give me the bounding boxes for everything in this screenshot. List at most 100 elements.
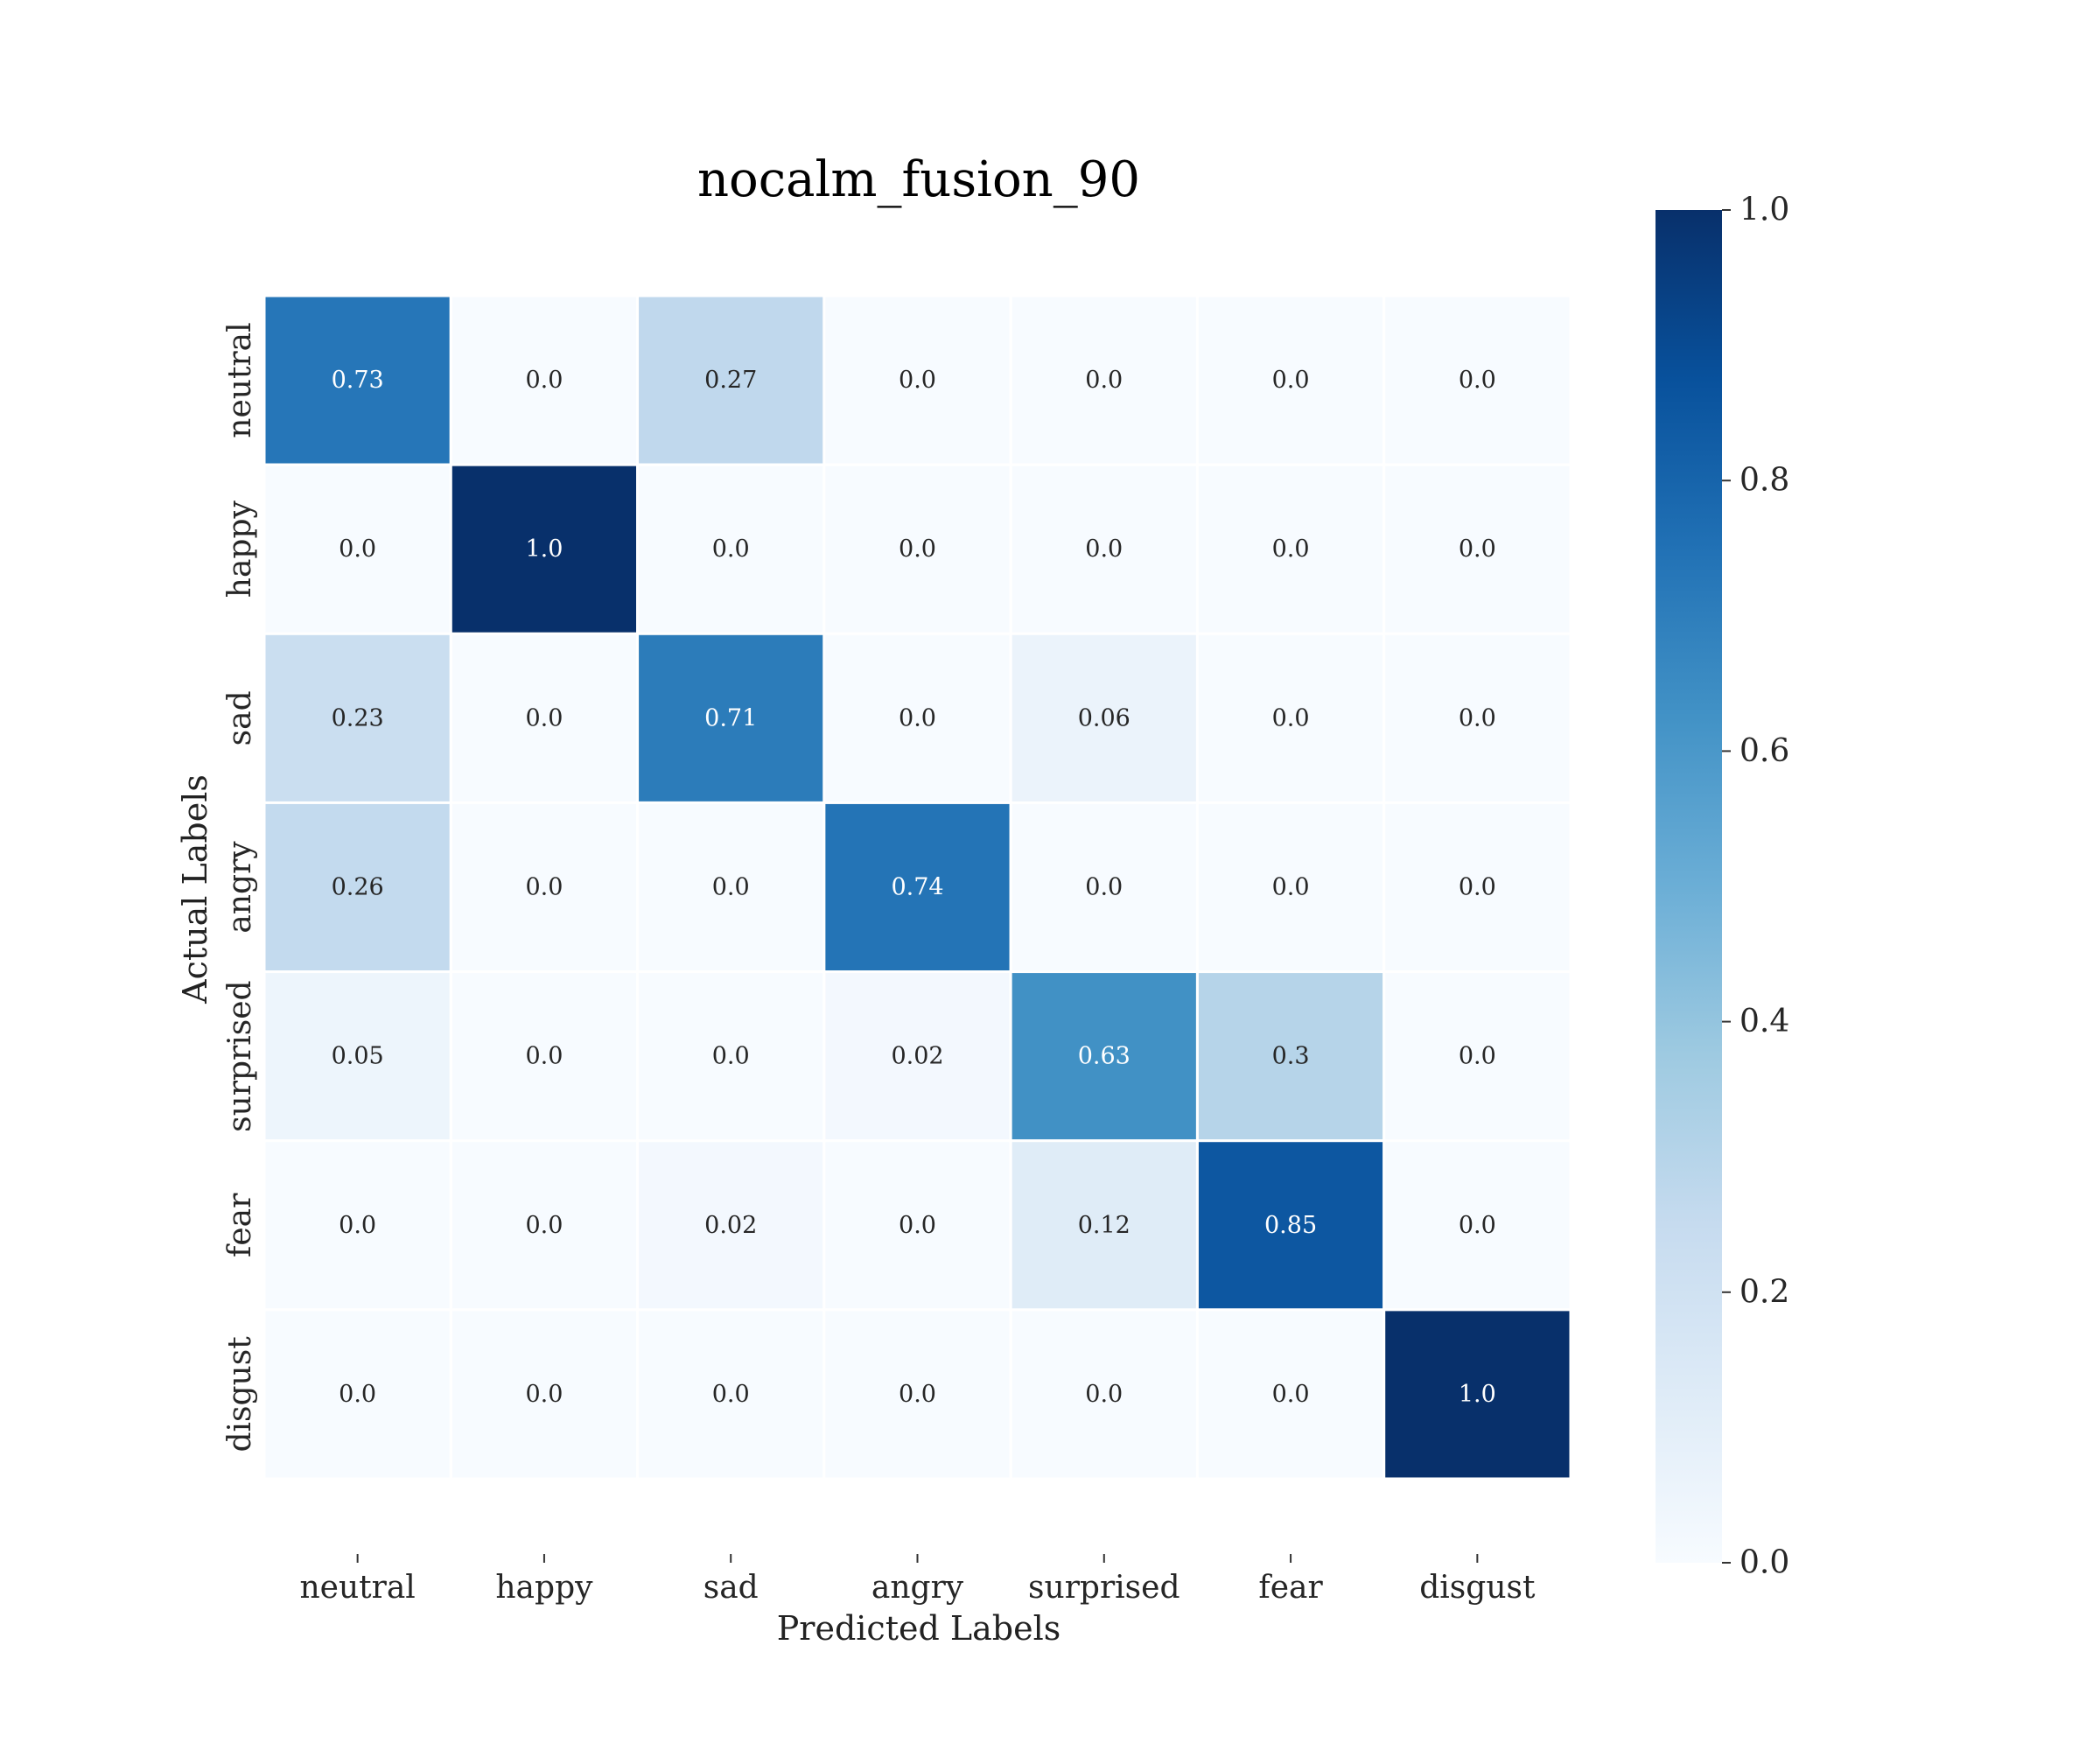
heatmap-cell [636,294,826,466]
heatmap-cell [636,1308,826,1480]
cell-value-label: 0.0 [1272,1381,1310,1408]
cell-value-label: 0.0 [525,874,563,901]
cell-value-label: 0.0 [1459,367,1496,394]
colorbar-tick-label: 0.0 [1740,1545,1789,1581]
chart-title: nocalm_fusion_90 [697,151,1140,208]
colorbar: 0.0 0.2 0.4 0.6 0.8 1.0 [1656,192,1789,1581]
x-tick-label: neutral [299,1570,415,1606]
heatmap-cell-labels: 0.73 0.0 0.27 0.0 0.0 0.0 0.0 0.0 1.0 0.0 0.0 0.0 0.… [332,367,1496,1408]
colorbar-tick-label: 0.2 [1740,1274,1789,1310]
x-tick-label: happy [495,1570,593,1606]
heatmap-cell [1382,1308,1572,1480]
heatmap-cell [822,1308,1012,1480]
x-axis-ticks: neutral happy sad angry surprised fear disgust [299,1554,1536,1606]
heatmap-cell [822,294,1012,466]
colorbar-tick-label: 0.8 [1740,463,1789,499]
heatmap-cell [1009,1308,1199,1480]
cell-value-label: 0.0 [1459,536,1496,563]
x-tick-label: sad [704,1570,759,1606]
cell-value-label: 0.12 [1078,1212,1130,1239]
cell-value-label: 0.71 [704,704,757,732]
cell-value-label: 0.85 [1264,1212,1317,1239]
y-tick-label: fear [222,1193,258,1257]
cell-value-label: 0.0 [525,1381,563,1408]
cell-value-label: 0.0 [712,1043,750,1070]
cell-value-label: 0.0 [1272,874,1310,901]
cell-value-label: 0.0 [1459,1043,1496,1070]
x-tick-label: fear [1258,1570,1323,1606]
heatmap-cell [1382,463,1572,635]
cell-value-label: 0.0 [525,704,563,732]
cell-value-label: 0.0 [525,367,563,394]
cell-value-label: 0.0 [1085,536,1123,563]
y-tick-label: sad [222,690,258,746]
cell-value-label: 0.0 [1085,1381,1123,1408]
heatmap-cell [822,632,1012,804]
heatmap-cell [262,970,452,1143]
cell-value-label: 0.0 [339,1381,376,1408]
cell-value-label: 0.0 [1085,367,1123,394]
heatmap-cell [1195,632,1386,804]
heatmap-cell [1009,632,1199,804]
cell-value-label: 0.0 [712,1381,750,1408]
cell-value-label: 0.0 [899,1212,936,1239]
cell-value-label: 0.0 [1459,874,1496,901]
cell-value-label: 0.0 [1272,704,1310,732]
heatmap-cell [262,463,452,635]
y-tick-label: surprised [222,980,258,1131]
x-tick-label: angry [872,1570,964,1606]
heatmap-cell [636,463,826,635]
heatmap-cell [822,1139,1012,1312]
cell-value-label: 0.3 [1272,1043,1310,1070]
colorbar-tick-label: 0.4 [1740,1004,1789,1040]
colorbar-ticks: 0.0 0.2 0.4 0.6 0.8 1.0 [1722,192,1789,1581]
heatmap-cell [1382,801,1572,974]
heatmap-cell [449,1139,640,1312]
colorbar-gradient [1656,210,1722,1563]
heatmap-cell [636,970,826,1143]
cell-value-label: 0.27 [704,367,757,394]
colorbar-tick-label: 1.0 [1740,192,1789,228]
cell-value-label: 0.0 [525,1212,563,1239]
cell-value-label: 0.06 [1078,704,1130,732]
y-tick-label: angry [222,841,258,934]
cell-value-label: 0.73 [332,367,384,394]
cell-value-label: 0.0 [1459,1212,1496,1239]
cell-value-label: 0.26 [332,874,384,901]
heatmap-cell [1195,1308,1386,1480]
y-tick-label: neutral [222,322,258,438]
x-axis-label: Predicted Labels [777,1609,1061,1648]
cell-value-label: 0.74 [891,874,943,901]
heatmap-cell [822,801,1012,974]
cell-value-label: 0.0 [899,704,936,732]
heatmap-cell [1009,1139,1199,1312]
cell-value-label: 0.0 [899,367,936,394]
heatmap-cell [262,801,452,974]
cell-value-label: 1.0 [1459,1381,1496,1408]
heatmap-cells [262,294,1572,1480]
cell-value-label: 0.0 [339,1212,376,1239]
y-axis-label: Actual Labels [176,774,214,1004]
cell-value-label: 0.63 [1078,1043,1130,1070]
x-tick-label: surprised [1028,1570,1180,1606]
heatmap-cell [1195,801,1386,974]
heatmap-cell [1382,632,1572,804]
cell-value-label: 0.0 [525,1043,563,1070]
heatmap-cell [262,1139,452,1312]
cell-value-label: 0.0 [1272,367,1310,394]
cell-value-label: 0.0 [899,1381,936,1408]
heatmap-cell [1009,463,1199,635]
cell-value-label: 0.0 [1085,874,1123,901]
heatmap-cell [449,294,640,466]
y-tick-label: disgust [222,1336,258,1452]
colorbar-tick-label: 0.6 [1740,733,1789,769]
heatmap-cell [636,1139,826,1312]
cell-value-label: 0.23 [332,704,384,732]
heatmap-cell [1195,294,1386,466]
cell-value-label: 0.02 [891,1043,943,1070]
heatmap-cell [262,294,452,466]
heatmap-cell [1382,1139,1572,1312]
heatmap-cell [262,1308,452,1480]
cell-value-label: 0.0 [1459,704,1496,732]
